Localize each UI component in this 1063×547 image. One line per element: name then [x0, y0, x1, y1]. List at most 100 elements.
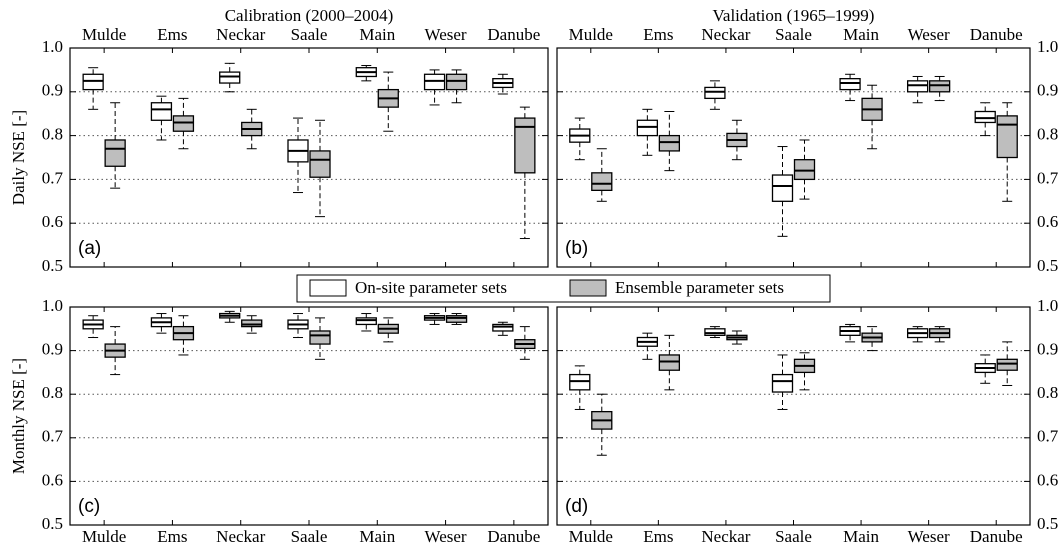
panel-title: Validation (1965–1999) — [713, 6, 875, 25]
y-tick-label: 0.7 — [42, 168, 64, 187]
y-tick-label: 1.0 — [42, 37, 63, 56]
x-tick-label: Neckar — [216, 25, 265, 44]
box — [219, 310, 241, 323]
box — [287, 313, 309, 339]
box — [771, 354, 794, 410]
box — [636, 332, 659, 360]
y-tick-label: 0.6 — [1037, 212, 1058, 231]
box-body — [104, 139, 126, 167]
box-body — [704, 86, 726, 100]
box-body — [996, 115, 1018, 159]
x-tick-label: Main — [843, 527, 879, 546]
box — [219, 62, 241, 93]
box — [726, 330, 748, 345]
box-body — [591, 172, 613, 192]
box — [569, 365, 591, 410]
x-tick-label: Danube — [970, 527, 1023, 546]
box-body — [423, 73, 446, 91]
x-tick-label: Mulde — [82, 25, 126, 44]
box-body — [355, 317, 377, 326]
box-body — [445, 315, 468, 323]
x-tick-label: Neckar — [701, 25, 750, 44]
box — [423, 69, 446, 106]
box — [423, 313, 446, 325]
box — [996, 102, 1018, 202]
x-tick-label: Mulde — [569, 527, 613, 546]
box — [172, 97, 195, 150]
box-body — [839, 78, 861, 91]
y-tick-label: 0.8 — [42, 125, 63, 144]
box-body — [771, 174, 794, 202]
box-body — [658, 134, 681, 152]
box — [793, 352, 816, 391]
y-tick-label: 0.5 — [1037, 514, 1058, 533]
x-tick-label: Weser — [908, 25, 950, 44]
x-tick-label: Neckar — [701, 527, 750, 546]
legend-swatch — [309, 279, 347, 297]
box — [569, 117, 591, 161]
box — [974, 102, 996, 137]
x-tick-label: Neckar — [216, 527, 265, 546]
box — [287, 117, 309, 194]
box — [309, 317, 331, 360]
y-tick-label: 0.8 — [1037, 383, 1058, 402]
box — [839, 73, 861, 102]
panel-label: (c) — [78, 496, 100, 517]
box — [906, 326, 929, 343]
box — [355, 65, 377, 82]
legend: On-site parameter sets Ensemble parameter… — [296, 274, 831, 303]
x-tick-label: Ems — [643, 527, 673, 546]
box-body — [793, 159, 816, 181]
box — [445, 69, 468, 104]
plot-frame — [556, 47, 1031, 268]
y-tick-label: 0.7 — [1037, 427, 1059, 446]
box — [514, 326, 536, 360]
plot-frame — [69, 306, 549, 526]
x-tick-label: Ems — [643, 25, 673, 44]
x-tick-label: Saale — [291, 527, 328, 546]
box — [492, 73, 514, 95]
y-tick-label: 0.8 — [42, 383, 63, 402]
x-tick-label: Danube — [487, 25, 540, 44]
box — [172, 315, 195, 356]
box — [377, 71, 399, 132]
box-body — [704, 328, 726, 336]
box — [355, 313, 377, 332]
x-tick-label: Ems — [157, 527, 187, 546]
box-body — [445, 73, 468, 91]
box — [906, 75, 929, 104]
box-body — [514, 117, 536, 174]
plot-frame — [556, 306, 1031, 526]
box — [82, 315, 104, 339]
box-body — [658, 354, 681, 371]
box — [309, 119, 331, 218]
y-tick-label: 0.5 — [42, 514, 63, 533]
x-tick-label: Main — [359, 527, 395, 546]
box-body — [309, 330, 331, 345]
box — [591, 148, 613, 202]
panel-label: (a) — [78, 238, 101, 259]
y-tick-label: 0.6 — [1037, 470, 1058, 489]
box — [861, 326, 883, 352]
box-body — [241, 319, 263, 328]
box-body — [309, 150, 331, 178]
x-tick-label: Weser — [908, 527, 950, 546]
y-tick-label: 1.0 — [1037, 296, 1058, 315]
box — [591, 393, 613, 456]
box — [974, 354, 996, 384]
box — [492, 321, 514, 336]
box — [104, 102, 126, 189]
y-tick-label: 0.6 — [42, 212, 63, 231]
box — [928, 326, 951, 343]
box — [241, 315, 263, 334]
box-body — [82, 73, 104, 91]
box — [150, 95, 173, 141]
x-tick-label: Saale — [775, 25, 812, 44]
box — [445, 313, 468, 325]
box — [726, 119, 748, 161]
box-body — [996, 358, 1018, 371]
legend-swatch — [569, 279, 607, 297]
box-body — [771, 373, 794, 393]
panel-label: (d) — [565, 496, 588, 517]
box — [704, 80, 726, 110]
